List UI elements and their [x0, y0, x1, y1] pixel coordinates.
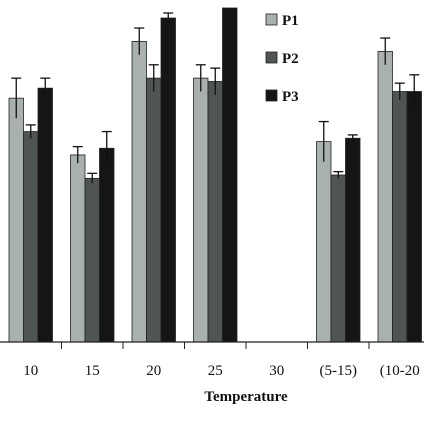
- error-bar-p3-5: [347, 134, 358, 142]
- error-bar-p1-1: [72, 145, 83, 164]
- error-bar-p1-6: [380, 37, 391, 65]
- error-bar-p2-3: [210, 67, 221, 95]
- error-bar-p1-2: [134, 27, 145, 55]
- legend-label-p3: P3: [282, 89, 299, 105]
- x-ticks-group: [61, 342, 370, 349]
- bar-p3-3: [222, 7, 238, 343]
- legend-swatch-p2: [265, 51, 278, 64]
- error-bar-p2-6: [394, 82, 405, 100]
- error-bar-p3-6: [409, 74, 420, 109]
- bar-p1-1: [70, 154, 86, 343]
- x-tick-label-4: 30: [269, 363, 284, 379]
- legend-item-p2: P2: [265, 51, 299, 67]
- legend-swatch-p1: [265, 13, 278, 26]
- bar-p3-2: [160, 17, 176, 343]
- legend-label-p2: P2: [282, 51, 299, 67]
- legend: P1 P2 P3: [265, 13, 299, 105]
- bar-p1-5: [316, 141, 332, 343]
- error-bars-group: [11, 12, 420, 184]
- legend-swatch-p3: [265, 89, 278, 102]
- bar-p2-6: [392, 91, 408, 343]
- bar-p3-1: [99, 147, 115, 343]
- bar-p2-3: [207, 81, 223, 343]
- x-tick-label-0: 10: [23, 363, 38, 379]
- bar-p2-2: [146, 77, 162, 343]
- error-bar-p1-5: [318, 120, 329, 162]
- error-bar-p2-2: [148, 64, 159, 92]
- error-bar-p2-1: [87, 172, 98, 184]
- error-bar-p2-5: [333, 171, 344, 179]
- error-bar-p2-0: [25, 124, 36, 139]
- legend-item-p1: P1: [265, 13, 299, 29]
- bar-p2-0: [23, 131, 39, 343]
- x-axis-title: Temperature: [204, 389, 288, 405]
- bar-p1-2: [131, 41, 147, 343]
- error-bar-p1-3: [195, 64, 206, 92]
- bar-p3-5: [345, 137, 361, 343]
- bar-p3-6: [406, 91, 422, 343]
- x-tick-label-1: 15: [85, 363, 100, 379]
- x-tick-label-5: (5-15): [320, 363, 358, 379]
- legend-label-p1: P1: [282, 13, 299, 29]
- error-bar-p1-0: [11, 77, 22, 119]
- x-tick-label-2: 20: [146, 363, 161, 379]
- bar-p2-1: [84, 177, 100, 343]
- bar-p1-0: [8, 97, 24, 343]
- error-bar-p3-2: [163, 12, 174, 24]
- x-tick-label-3: 25: [208, 363, 223, 379]
- bar-p3-0: [37, 87, 53, 343]
- error-bar-p3-0: [40, 77, 51, 99]
- legend-item-p3: P3: [265, 89, 299, 105]
- bar-p1-3: [193, 77, 209, 343]
- bar-p2-5: [330, 174, 346, 343]
- x-tick-label-6: (10-20: [380, 363, 420, 379]
- bars-group: [8, 7, 422, 343]
- bar-p1-6: [377, 51, 393, 343]
- x-tick-labels-group: 10 15 20 25 30 (5-15) (10-20: [23, 363, 420, 379]
- error-bar-p3-1: [101, 130, 112, 165]
